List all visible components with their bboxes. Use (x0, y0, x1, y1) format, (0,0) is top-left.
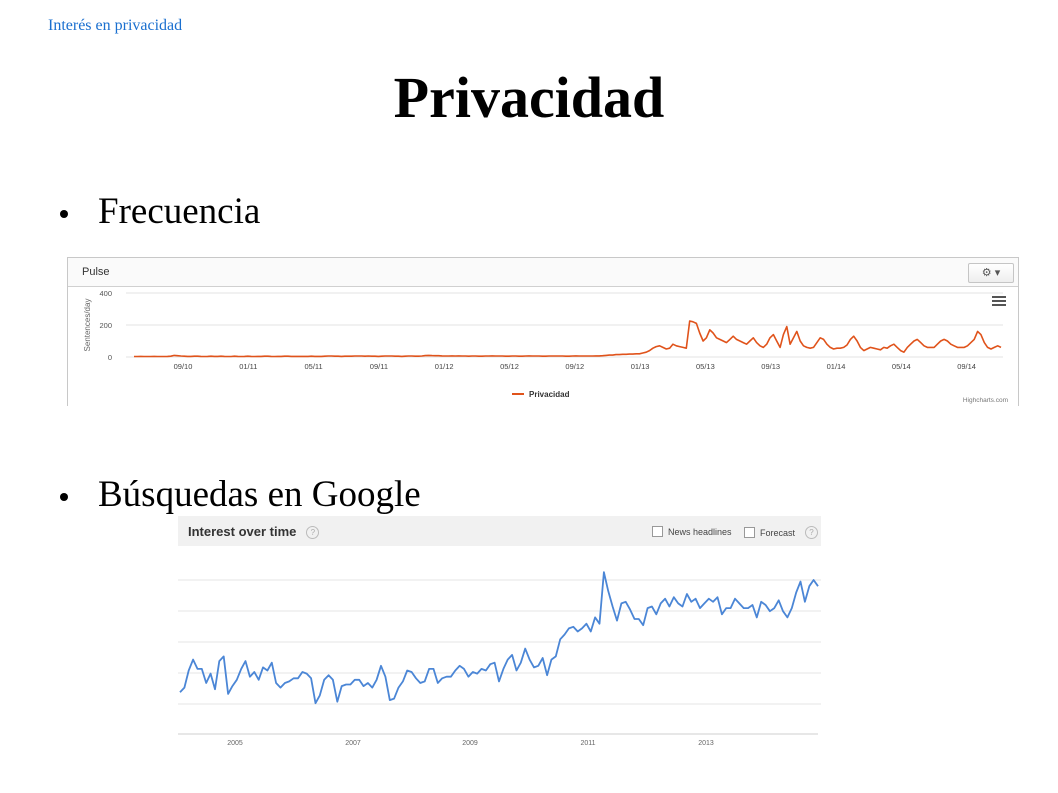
y-tick-label: 0 (108, 353, 112, 362)
x-tick-label: 09/13 (761, 362, 780, 371)
page-title: Privacidad (393, 65, 665, 130)
bullet-dot (60, 210, 68, 218)
x-tick-label: 05/11 (304, 362, 322, 371)
x-tick-label: 2005 (227, 740, 243, 747)
pulse-panel-title: Pulse (82, 266, 110, 278)
x-tick-label: 01/14 (827, 362, 846, 371)
checkbox-box[interactable] (652, 526, 663, 537)
x-tick-label: 09/11 (370, 362, 388, 371)
series-line-interest (179, 571, 819, 705)
y-axis-label: Sentences/day (83, 299, 92, 352)
pulse-header: Pulse ⚙ ▾ (68, 258, 1018, 287)
trends-panel-title: Interest over time? (188, 524, 320, 539)
bullet-busquedas: Búsquedas en Google (60, 473, 540, 519)
x-tick-label: 01/12 (435, 362, 454, 371)
x-tick-label: 01/11 (239, 362, 257, 371)
checkbox-box[interactable] (744, 527, 755, 538)
series-line-privacidad (134, 320, 1002, 358)
trends-chart-panel: Interest over time? News headlines Forec… (178, 516, 821, 748)
breadcrumb-link[interactable]: Interés en privacidad (48, 17, 183, 34)
x-tick-label: 2009 (462, 740, 478, 747)
x-tick-label: 09/12 (565, 362, 584, 371)
forecast-label: Forecast (760, 528, 796, 538)
gear-icon: ⚙ (981, 267, 992, 279)
chart-menu-icon[interactable] (992, 296, 1006, 306)
help-icon[interactable]: ? (306, 526, 320, 539)
x-tick-label: 2013 (698, 740, 714, 747)
pulse-line-chart: 400 200 0 Sentences/day 09/10 01/11 05/11 09/11… (83, 289, 1008, 404)
x-tick-label: 09/10 (174, 362, 193, 371)
chevron-down-icon: ▾ (994, 267, 1001, 279)
news-headlines-checkbox[interactable]: News headlines (652, 526, 732, 537)
settings-dropdown-button[interactable]: ⚙ ▾ (968, 263, 1014, 283)
bullet-label: Frecuencia (98, 191, 261, 232)
x-tick-label: 2011 (580, 740, 595, 747)
bullet-frecuencia: Frecuencia (60, 190, 460, 236)
y-tick-label: 400 (99, 289, 112, 298)
pulse-chart-panel: Pulse ⚙ ▾ 400 200 0 Sentences/day 09/10 01/11… (67, 257, 1019, 406)
x-tick-label: 2007 (345, 740, 361, 747)
trends-title-text: Interest over time (188, 524, 297, 539)
legend-label: Privacidad (529, 390, 570, 399)
x-tick-label: 05/14 (892, 362, 911, 371)
news-headlines-label: News headlines (668, 527, 732, 537)
trends-header: Interest over time? News headlines Forec… (178, 516, 821, 546)
y-tick-label: 200 (99, 321, 112, 330)
x-tick-label: 05/12 (500, 362, 519, 371)
x-tick-label: 05/13 (696, 362, 715, 371)
bullet-label: Búsquedas en Google (98, 474, 421, 515)
bullet-dot (60, 493, 68, 501)
trends-line-chart: 2005 2007 2009 2011 2013 (178, 571, 821, 747)
x-tick-label: 01/13 (631, 362, 650, 371)
forecast-checkbox[interactable]: Forecast? (744, 526, 819, 539)
help-icon[interactable]: ? (805, 526, 819, 539)
x-tick-label: 09/14 (957, 362, 976, 371)
chart-credit: Highcharts.com (963, 397, 1008, 404)
